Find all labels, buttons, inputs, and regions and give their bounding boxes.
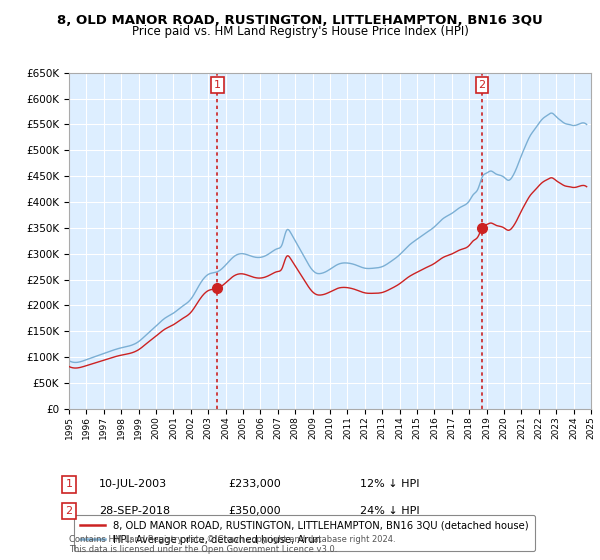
Text: 28-SEP-2018: 28-SEP-2018 xyxy=(99,506,170,516)
Text: 24% ↓ HPI: 24% ↓ HPI xyxy=(360,506,419,516)
Text: 1: 1 xyxy=(65,479,73,489)
Text: 1: 1 xyxy=(214,80,221,90)
Text: 2: 2 xyxy=(479,80,485,90)
Text: Contains HM Land Registry data © Crown copyright and database right 2024.
This d: Contains HM Land Registry data © Crown c… xyxy=(69,535,395,554)
Text: Price paid vs. HM Land Registry's House Price Index (HPI): Price paid vs. HM Land Registry's House … xyxy=(131,25,469,38)
Legend: 8, OLD MANOR ROAD, RUSTINGTON, LITTLEHAMPTON, BN16 3QU (detached house), HPI: Av: 8, OLD MANOR ROAD, RUSTINGTON, LITTLEHAM… xyxy=(74,515,535,550)
Text: 8, OLD MANOR ROAD, RUSTINGTON, LITTLEHAMPTON, BN16 3QU: 8, OLD MANOR ROAD, RUSTINGTON, LITTLEHAM… xyxy=(57,14,543,27)
Text: £350,000: £350,000 xyxy=(228,506,281,516)
Text: £233,000: £233,000 xyxy=(228,479,281,489)
Text: 12% ↓ HPI: 12% ↓ HPI xyxy=(360,479,419,489)
Text: 10-JUL-2003: 10-JUL-2003 xyxy=(99,479,167,489)
Text: 2: 2 xyxy=(65,506,73,516)
